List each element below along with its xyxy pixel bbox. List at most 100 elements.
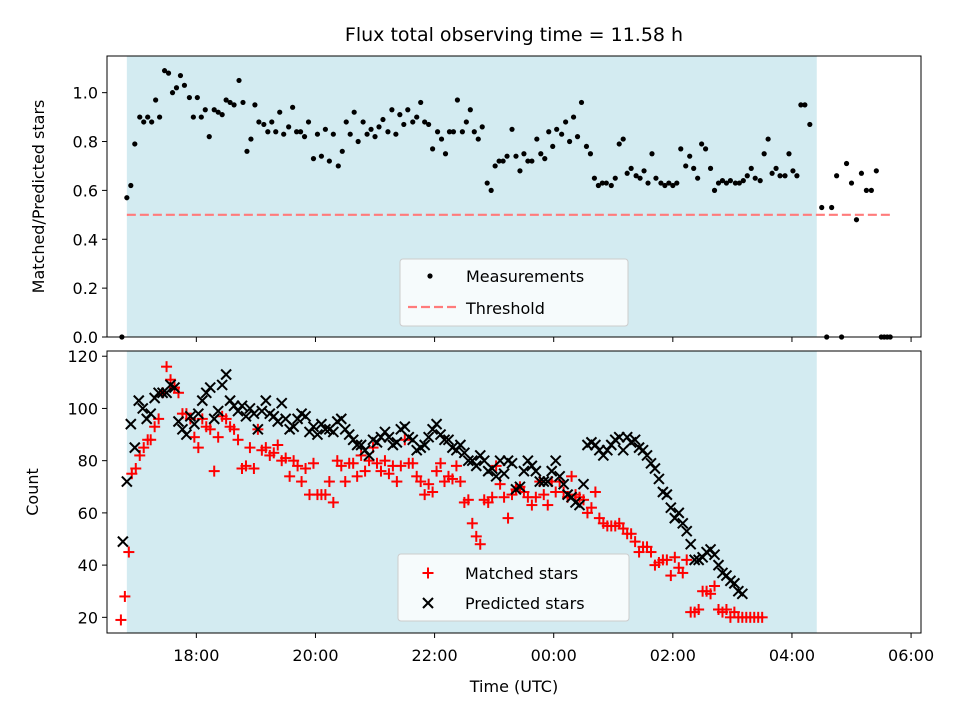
predicted-star-point <box>549 454 562 467</box>
measurement-point <box>740 178 746 184</box>
matched-star-point <box>292 460 304 472</box>
measurement-point <box>339 148 345 154</box>
matched-star-point <box>188 431 200 443</box>
predicted-star-point <box>673 507 685 519</box>
matched-star-point <box>677 567 689 579</box>
matched-star-point <box>379 455 391 467</box>
predicted-star-point <box>684 538 697 550</box>
measurement-point <box>612 175 618 181</box>
predicted-star-point <box>677 517 689 530</box>
matched-star-point <box>161 361 173 373</box>
legend-matched-label: Matched stars <box>465 564 578 583</box>
matched-star-point <box>423 478 435 490</box>
matched-star-point <box>454 476 466 488</box>
measurement-point <box>273 129 279 135</box>
measurement-point <box>141 119 147 125</box>
measurement-point <box>570 114 577 120</box>
count-y-axis-label: Count <box>23 468 42 516</box>
y-tick-label: 40 <box>78 556 98 575</box>
y-tick-label: 80 <box>78 452 98 471</box>
measurement-point <box>678 146 684 152</box>
count-x-ticks: 18:00 20:00 22:00 00:00 02:00 04:00 06:00 <box>173 633 934 665</box>
predicted-star-point <box>430 418 443 430</box>
predicted-star-point <box>712 559 725 571</box>
measurement-point <box>645 180 651 186</box>
measurement-point <box>347 131 353 137</box>
measurement-point <box>521 151 527 157</box>
predicted-star-point <box>399 421 411 433</box>
measurement-point <box>583 143 590 150</box>
measurement-point <box>777 173 783 179</box>
matched-star-point <box>319 489 331 501</box>
measurement-point <box>434 129 441 135</box>
measurement-point <box>422 119 428 125</box>
predicted-star-point <box>133 394 145 407</box>
predicted-star-point <box>208 413 220 425</box>
measurement-point <box>695 175 701 181</box>
measurement-point <box>752 175 758 181</box>
measurement-point <box>707 165 714 171</box>
matched-star-point <box>339 476 351 488</box>
ratio-y-axis-label: Matched/Predicted stars <box>29 100 48 294</box>
measurement-point <box>240 99 246 106</box>
measurement-point <box>674 180 680 186</box>
matched-star-point <box>538 489 550 501</box>
matched-star-point <box>645 546 657 558</box>
measurement-point <box>380 116 386 123</box>
matched-star-point <box>119 590 131 602</box>
predicted-star-point <box>557 478 570 490</box>
measurement-point <box>177 72 184 79</box>
predicted-star-point <box>546 465 558 477</box>
predicted-star-point <box>168 381 181 394</box>
measurement-point <box>442 151 449 157</box>
measurement-point <box>322 126 328 132</box>
matched-star-point <box>462 494 474 506</box>
measurement-point <box>554 126 560 132</box>
measurement-point <box>467 107 473 113</box>
measurement-point <box>169 90 176 96</box>
matched-star-point <box>415 476 427 488</box>
measurement-point <box>471 129 477 135</box>
measurement-point <box>157 114 163 120</box>
measurement-point <box>438 136 445 142</box>
predicted-star-point <box>260 394 272 407</box>
measurement-point <box>261 121 267 128</box>
ratio-legend-box <box>399 258 629 327</box>
legend-plus-glyph <box>422 567 434 579</box>
ratio-panel: 0.0 0.2 0.4 0.6 0.8 1.0 Flux total observing … <box>29 24 922 347</box>
matched-star-point <box>665 570 677 582</box>
measurement-point <box>294 129 300 135</box>
predicted-star-point <box>442 434 455 446</box>
measurement-point <box>454 97 461 103</box>
matched-star-point <box>395 460 407 472</box>
measurement-point <box>574 134 581 140</box>
legend-x-glyph <box>422 597 434 609</box>
predicted-stars-points <box>117 368 749 600</box>
predicted-star-point <box>160 387 173 399</box>
measurement-point <box>231 102 237 108</box>
matched-star-point <box>470 530 482 542</box>
measurement-point <box>219 112 225 118</box>
measurement-point <box>807 121 813 128</box>
predicted-star-point <box>172 415 185 428</box>
measurement-point <box>662 182 668 189</box>
predicted-star-point <box>240 410 252 422</box>
predicted-star-point <box>542 475 554 488</box>
count-legend-box <box>397 553 630 622</box>
matched-star-point <box>363 455 375 467</box>
x-axis-label: Time (UTC) <box>469 677 558 696</box>
predicted-star-point <box>577 478 590 490</box>
measurement-point <box>666 180 672 186</box>
measurement-point <box>773 165 779 171</box>
measurement-point <box>405 107 411 113</box>
measurement-point <box>475 136 481 142</box>
matched-star-point <box>375 465 387 477</box>
measurement-point <box>587 151 594 157</box>
measurement-point <box>653 175 659 181</box>
matched-star-point <box>280 452 292 464</box>
measurement-point <box>624 170 630 176</box>
measurement-point <box>397 112 403 118</box>
y-tick-label: 0.2 <box>73 279 98 298</box>
predicted-star-point <box>736 588 749 600</box>
measurement-point <box>297 129 304 135</box>
